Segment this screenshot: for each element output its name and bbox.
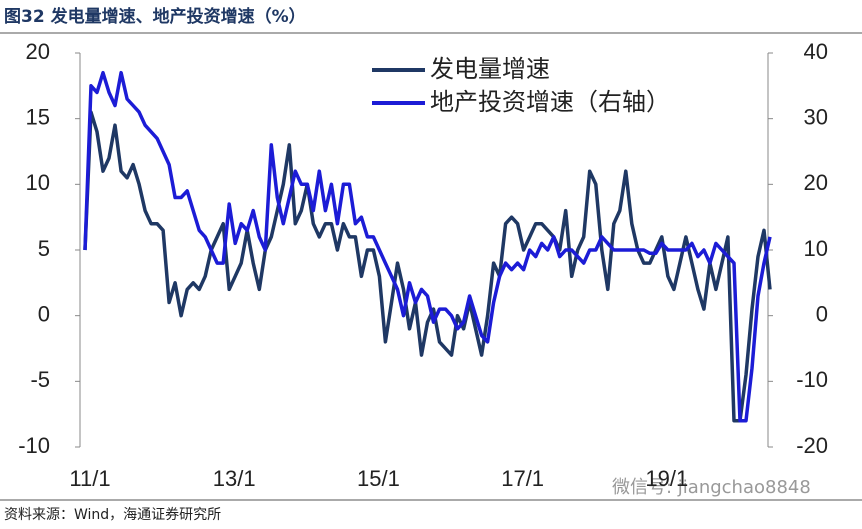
x-tick-label: 15/1: [357, 466, 400, 491]
x-tick-label: 19/1: [645, 466, 688, 491]
legend-label: 发电量增速: [430, 55, 550, 83]
y2-tick-label: 40: [804, 39, 828, 64]
source: 资料来源：Wind，海通证券研究所: [4, 507, 221, 523]
y-tick-label: 15: [26, 104, 50, 129]
x-tick-label: 11/1: [69, 466, 110, 491]
y2-tick-label: 20: [804, 170, 828, 195]
y2-tick-label: 10: [804, 236, 828, 261]
y2-tick-label: -20: [796, 433, 828, 458]
y-tick-label: 10: [26, 170, 50, 195]
y2-tick-label: 30: [804, 104, 828, 129]
y-tick-label: -5: [30, 367, 50, 392]
legend-label: 地产投资增速（右轴）: [430, 88, 670, 116]
y-tick-label: 0: [38, 301, 50, 326]
y2-tick-label: -10: [796, 367, 828, 392]
chart-title: 图32 发电量增速、地产投资增速（%）: [4, 6, 306, 27]
watermark: 微信号: jiangchao8848: [612, 477, 811, 498]
y2-tick-label: 0: [816, 301, 828, 326]
series-line: [83, 110, 772, 423]
y-tick-label: -10: [18, 433, 50, 458]
y-tick-label: 20: [26, 39, 50, 64]
x-tick-label: 13/1: [213, 466, 256, 491]
series-line: [83, 70, 772, 423]
x-tick-label: 17/1: [501, 466, 544, 491]
y-tick-label: 5: [38, 236, 50, 261]
